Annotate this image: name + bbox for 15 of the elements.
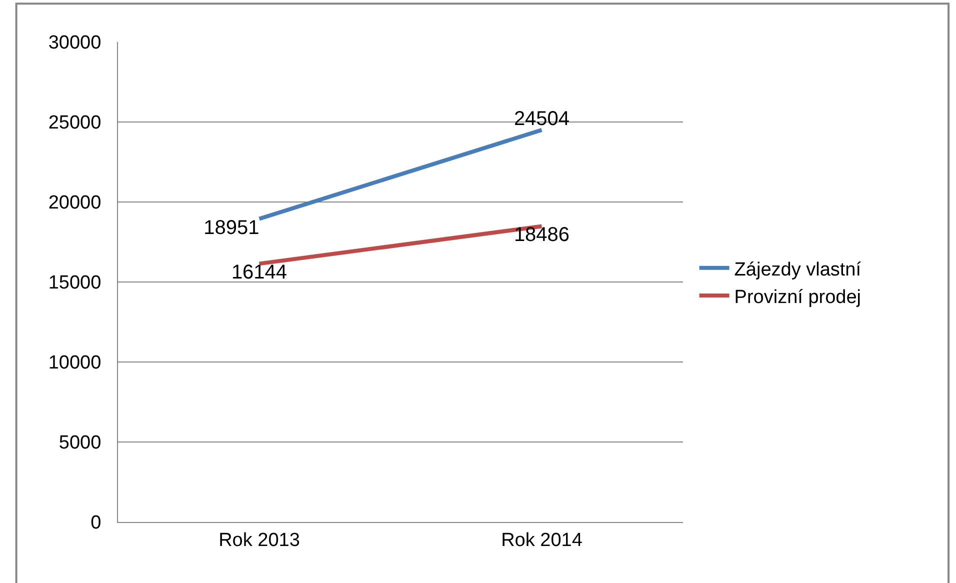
legend-label: Zájezdy vlastní	[734, 259, 862, 280]
data-label: 16144	[231, 262, 288, 284]
data-label: 18951	[204, 216, 260, 239]
x-tick-label: Rok 2014	[501, 530, 583, 551]
x-tick-label: Rok 2013	[218, 530, 300, 551]
y-tick-label: 5000	[58, 432, 102, 454]
y-tick-label: 30000	[48, 32, 102, 54]
y-tick-label: 25000	[48, 112, 102, 134]
y-tick-label: 10000	[48, 352, 102, 374]
data-label: 24504	[514, 108, 570, 130]
y-tick-label: 15000	[48, 272, 102, 294]
legend-label: Provizní prodej	[734, 286, 862, 308]
data-label: 18486	[514, 224, 570, 246]
y-tick-label: 20000	[48, 192, 102, 214]
y-tick-label: 0	[90, 512, 102, 534]
